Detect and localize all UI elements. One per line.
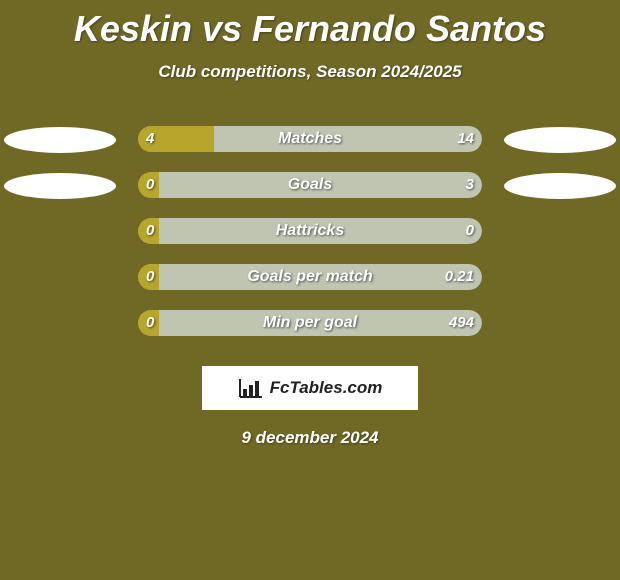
bar-left-fill [138,126,214,152]
bar-left-fill [138,264,159,290]
stat-row: Hattricks00 [0,214,620,260]
bar-left-fill [138,218,159,244]
player-left-marker [4,127,116,153]
bar-chart-icon [238,377,264,399]
bar-left-fill [138,172,159,198]
comparison-bars: Matches414Goals03Hattricks00Goals per ma… [0,122,620,352]
player-left-marker [4,173,116,199]
bar-base-fill [138,172,482,198]
bar-base-fill [138,264,482,290]
stat-row: Goals03 [0,168,620,214]
bar-base-fill [138,310,482,336]
player-right-marker [504,173,616,199]
stat-row: Matches414 [0,122,620,168]
logo-box: FcTables.com [202,366,418,410]
subtitle: Club competitions, Season 2024/2025 [0,62,620,82]
stat-row: Min per goal0494 [0,306,620,352]
bar-track [138,218,482,244]
logo-text: FcTables.com [270,378,383,398]
page-title: Keskin vs Fernando Santos [0,0,620,50]
bar-track [138,172,482,198]
bar-left-fill [138,310,159,336]
comparison-infographic: Keskin vs Fernando Santos Club competiti… [0,0,620,580]
bar-track [138,264,482,290]
stat-row: Goals per match00.21 [0,260,620,306]
date-line: 9 december 2024 [0,428,620,448]
bar-track [138,310,482,336]
bar-base-fill [138,218,482,244]
player-right-marker [504,127,616,153]
bar-track [138,126,482,152]
